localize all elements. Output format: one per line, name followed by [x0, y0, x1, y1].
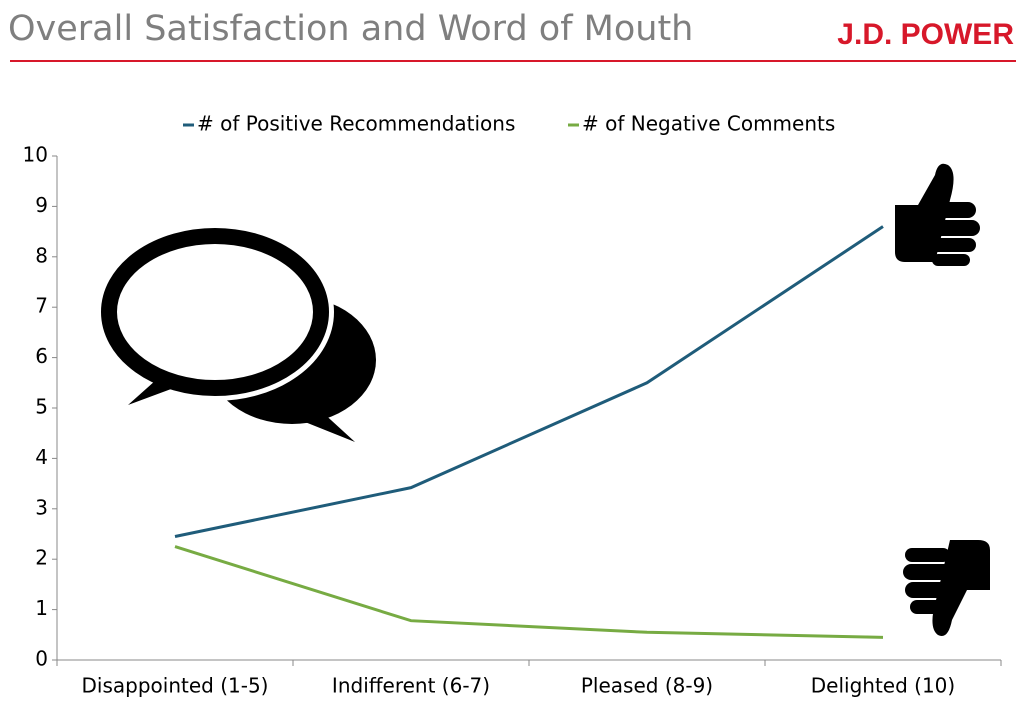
y-tick-label: 0 [35, 647, 48, 671]
y-tick-label: 1 [35, 596, 48, 620]
logo: J.D. POWER [837, 18, 1014, 51]
y-tick-label: 5 [35, 395, 48, 419]
speech-bubbles-icon [96, 223, 376, 442]
y-tick-label: 7 [35, 294, 48, 318]
y-tick-label: 6 [35, 344, 48, 368]
y-tick-label: 3 [35, 495, 48, 519]
series-line [174, 545, 884, 639]
y-tick-label: 9 [35, 193, 48, 217]
thumbs-up-icon [895, 163, 980, 266]
y-tick-label: 10 [23, 143, 48, 167]
chart-title: Overall Satisfaction and Word of Mouth [8, 9, 693, 49]
series-line [174, 225, 884, 538]
y-tick-label: 4 [35, 445, 48, 469]
x-tick-label: Indifferent (6-7) [332, 674, 490, 698]
x-tick-label: Pleased (8-9) [581, 674, 713, 698]
y-tick-label: 2 [35, 546, 48, 570]
y-tick-label: 8 [35, 243, 48, 267]
x-tick-label: Disappointed (1-5) [82, 674, 269, 698]
legend-label: # of Negative Comments [582, 112, 835, 136]
thumbs-down-icon [903, 540, 990, 636]
legend-label: # of Positive Recommendations [197, 112, 515, 136]
x-tick-label: Delighted (10) [811, 674, 955, 698]
